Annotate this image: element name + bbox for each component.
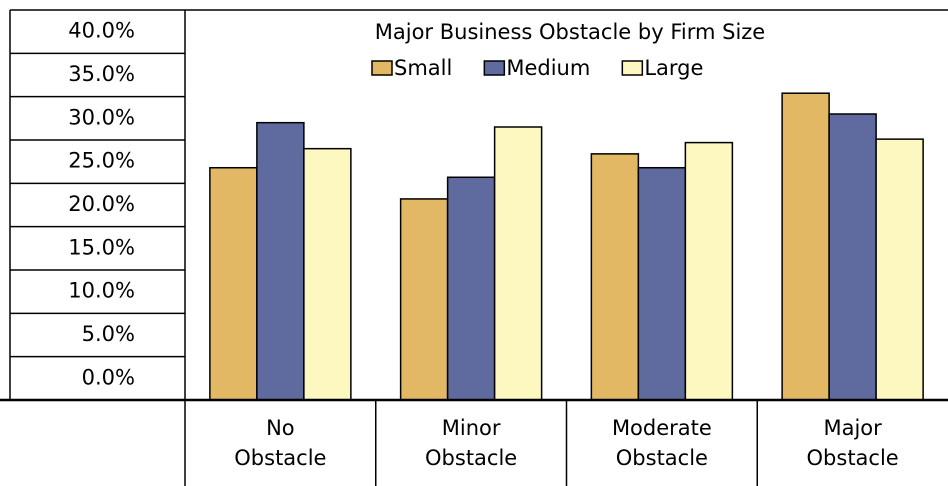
- x-tick-label: No Obstacle: [234, 416, 327, 470]
- x-tick-label: Minor Obstacle: [425, 416, 518, 470]
- x-tick-label: Moderate Obstacle: [611, 416, 712, 470]
- bar: [828, 113, 877, 401]
- y-tick-label: 15.0%: [68, 235, 135, 259]
- x-tick-label: Major Obstacle: [806, 416, 899, 470]
- y-tick-label: 35.0%: [68, 62, 135, 86]
- legend-label: Large: [644, 56, 703, 80]
- y-tick-label: 25.0%: [68, 149, 135, 173]
- legend-label: Small: [394, 56, 452, 80]
- chart-title: Major Business Obstacle by Firm Size: [375, 20, 765, 44]
- bar: [590, 153, 640, 401]
- bar: [684, 141, 734, 401]
- bar: [875, 138, 924, 401]
- legend-swatch: [621, 60, 644, 76]
- y-tick-label: 0.0%: [82, 365, 135, 389]
- y-tick-label: 5.0%: [82, 322, 135, 346]
- bar: [303, 147, 352, 401]
- bar: [637, 166, 687, 401]
- bar: [209, 166, 258, 401]
- y-tick-label: 40.0%: [68, 19, 135, 43]
- bar: [446, 176, 496, 401]
- legend-label: Medium: [506, 56, 590, 80]
- legend-swatch: [483, 60, 506, 76]
- bar: [256, 121, 305, 401]
- legend-swatch: [371, 60, 393, 76]
- bar: [781, 92, 830, 401]
- bar: [399, 198, 449, 401]
- y-tick-label: 20.0%: [68, 192, 135, 216]
- y-tick-label: 30.0%: [68, 105, 135, 129]
- y-tick-label: 10.0%: [68, 279, 135, 303]
- bar: [493, 126, 543, 401]
